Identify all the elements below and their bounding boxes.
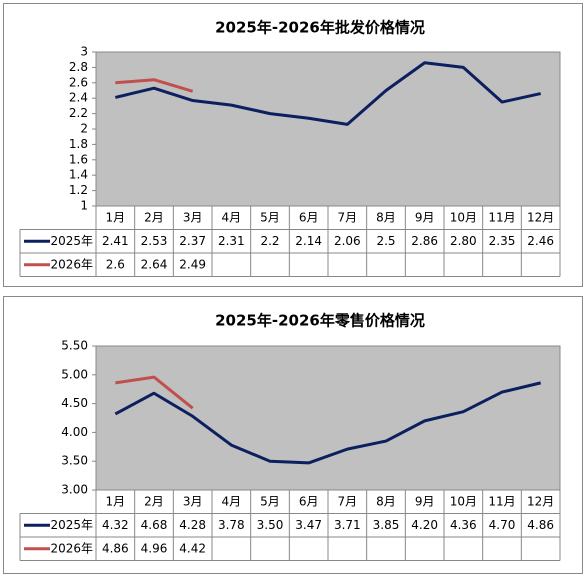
x-tick-label: 12月 (527, 210, 554, 224)
table-value: 2.86 (411, 234, 438, 248)
x-tick-label: 6月 (299, 210, 319, 224)
table-value: 4.70 (489, 518, 516, 532)
y-tick-label: 2.8 (69, 60, 88, 74)
x-tick-label: 10月 (450, 210, 477, 224)
x-tick-label: 11月 (488, 494, 515, 508)
x-tick-label: 11月 (488, 210, 515, 224)
y-tick-label: 1.4 (69, 168, 88, 182)
table-value: 2.35 (489, 234, 516, 248)
x-tick-label: 5月 (260, 210, 280, 224)
x-tick-label: 10月 (450, 494, 477, 508)
y-tick-label: 1.2 (69, 183, 88, 197)
plot-area (95, 345, 561, 491)
table-value: 3.47 (295, 518, 322, 532)
y-tick-label: 2.2 (69, 106, 88, 120)
y-tick-label: 1 (80, 199, 88, 213)
table-value: 4.86 (527, 518, 554, 532)
table-value: 4.28 (179, 518, 206, 532)
x-tick-label: 3月 (183, 494, 203, 508)
y-tick-label: 4.50 (61, 396, 88, 410)
table-value: 2.49 (179, 257, 206, 271)
y-tick-label: 1.8 (69, 137, 88, 151)
x-tick-label: 2月 (144, 210, 164, 224)
table-value: 3.85 (373, 518, 400, 532)
table-value: 4.42 (179, 541, 206, 555)
legend-label: 2025年 (50, 234, 93, 248)
y-tick-label: 3 (80, 45, 88, 59)
table-value: 2.46 (527, 234, 554, 248)
x-tick-label: 9月 (415, 210, 435, 224)
x-tick-label: 2月 (144, 494, 164, 508)
table-value: 4.68 (141, 518, 168, 532)
chart-title: 2025年-2026年零售价格情况 (215, 312, 425, 330)
table-value: 2.2 (260, 234, 279, 248)
x-tick-label: 1月 (106, 494, 126, 508)
table-value: 2.64 (141, 257, 168, 271)
chart-title: 2025年-2026年批发价格情况 (215, 19, 425, 37)
legend-label: 2025年 (50, 518, 93, 532)
table-value: 2.5 (376, 234, 395, 248)
table-value: 2.41 (102, 234, 129, 248)
table-value: 4.20 (411, 518, 438, 532)
x-tick-label: 12月 (527, 494, 554, 508)
x-tick-label: 6月 (299, 494, 319, 508)
table-value: 4.96 (141, 541, 168, 555)
x-tick-label: 5月 (260, 494, 280, 508)
table-value: 3.78 (218, 518, 245, 532)
x-tick-label: 3月 (183, 210, 203, 224)
plot-area (95, 51, 561, 207)
table-value: 3.50 (257, 518, 284, 532)
y-tick-label: 4.00 (61, 425, 88, 439)
x-tick-label: 8月 (376, 494, 396, 508)
series-line (115, 78, 194, 93)
table-value: 3.71 (334, 518, 361, 532)
y-tick-label: 2.4 (69, 91, 88, 105)
x-tick-label: 1月 (106, 210, 126, 224)
table-value: 2.53 (141, 234, 168, 248)
y-tick-label: 1.6 (69, 152, 88, 166)
x-tick-label: 7月 (338, 494, 358, 508)
table-value: 2.80 (450, 234, 477, 248)
x-tick-label: 9月 (415, 494, 435, 508)
y-tick-label: 2.6 (69, 75, 88, 89)
y-tick-label: 3.00 (61, 483, 88, 497)
table-value: 2.6 (106, 257, 125, 271)
x-tick-label: 4月 (222, 210, 242, 224)
y-tick-label: 5.50 (61, 339, 88, 353)
table-value: 4.36 (450, 518, 477, 532)
series-line (115, 375, 194, 410)
y-tick-label: 5.00 (61, 367, 88, 381)
x-tick-label: 8月 (376, 210, 396, 224)
y-tick-label: 2 (80, 122, 88, 136)
legend-label: 2026年 (50, 541, 93, 555)
table-value: 2.14 (295, 234, 322, 248)
series-line (114, 381, 542, 465)
table-value: 2.37 (179, 234, 206, 248)
legend-label: 2026年 (50, 257, 93, 271)
series-line (114, 61, 541, 126)
table-value: 2.31 (218, 234, 245, 248)
y-tick-label: 3.50 (61, 454, 88, 468)
x-tick-label: 7月 (338, 210, 358, 224)
table-value: 2.06 (334, 234, 361, 248)
table-value: 4.32 (102, 518, 129, 532)
x-tick-label: 4月 (222, 494, 242, 508)
table-value: 4.86 (102, 541, 129, 555)
